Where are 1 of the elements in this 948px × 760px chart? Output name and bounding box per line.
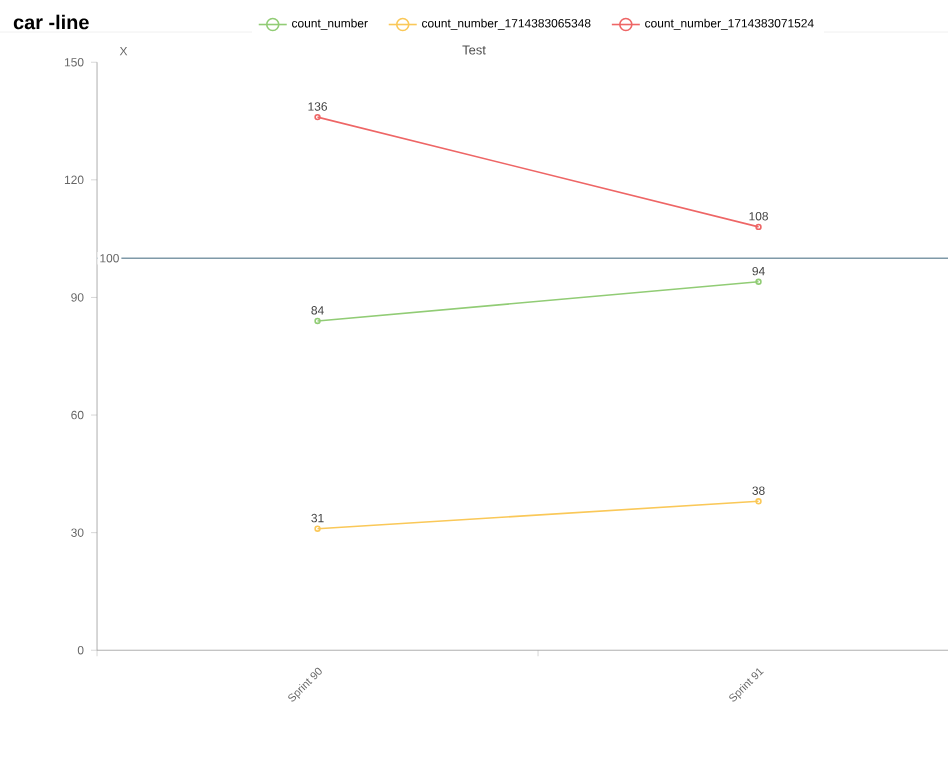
chart-title: car -line [13,14,89,30]
